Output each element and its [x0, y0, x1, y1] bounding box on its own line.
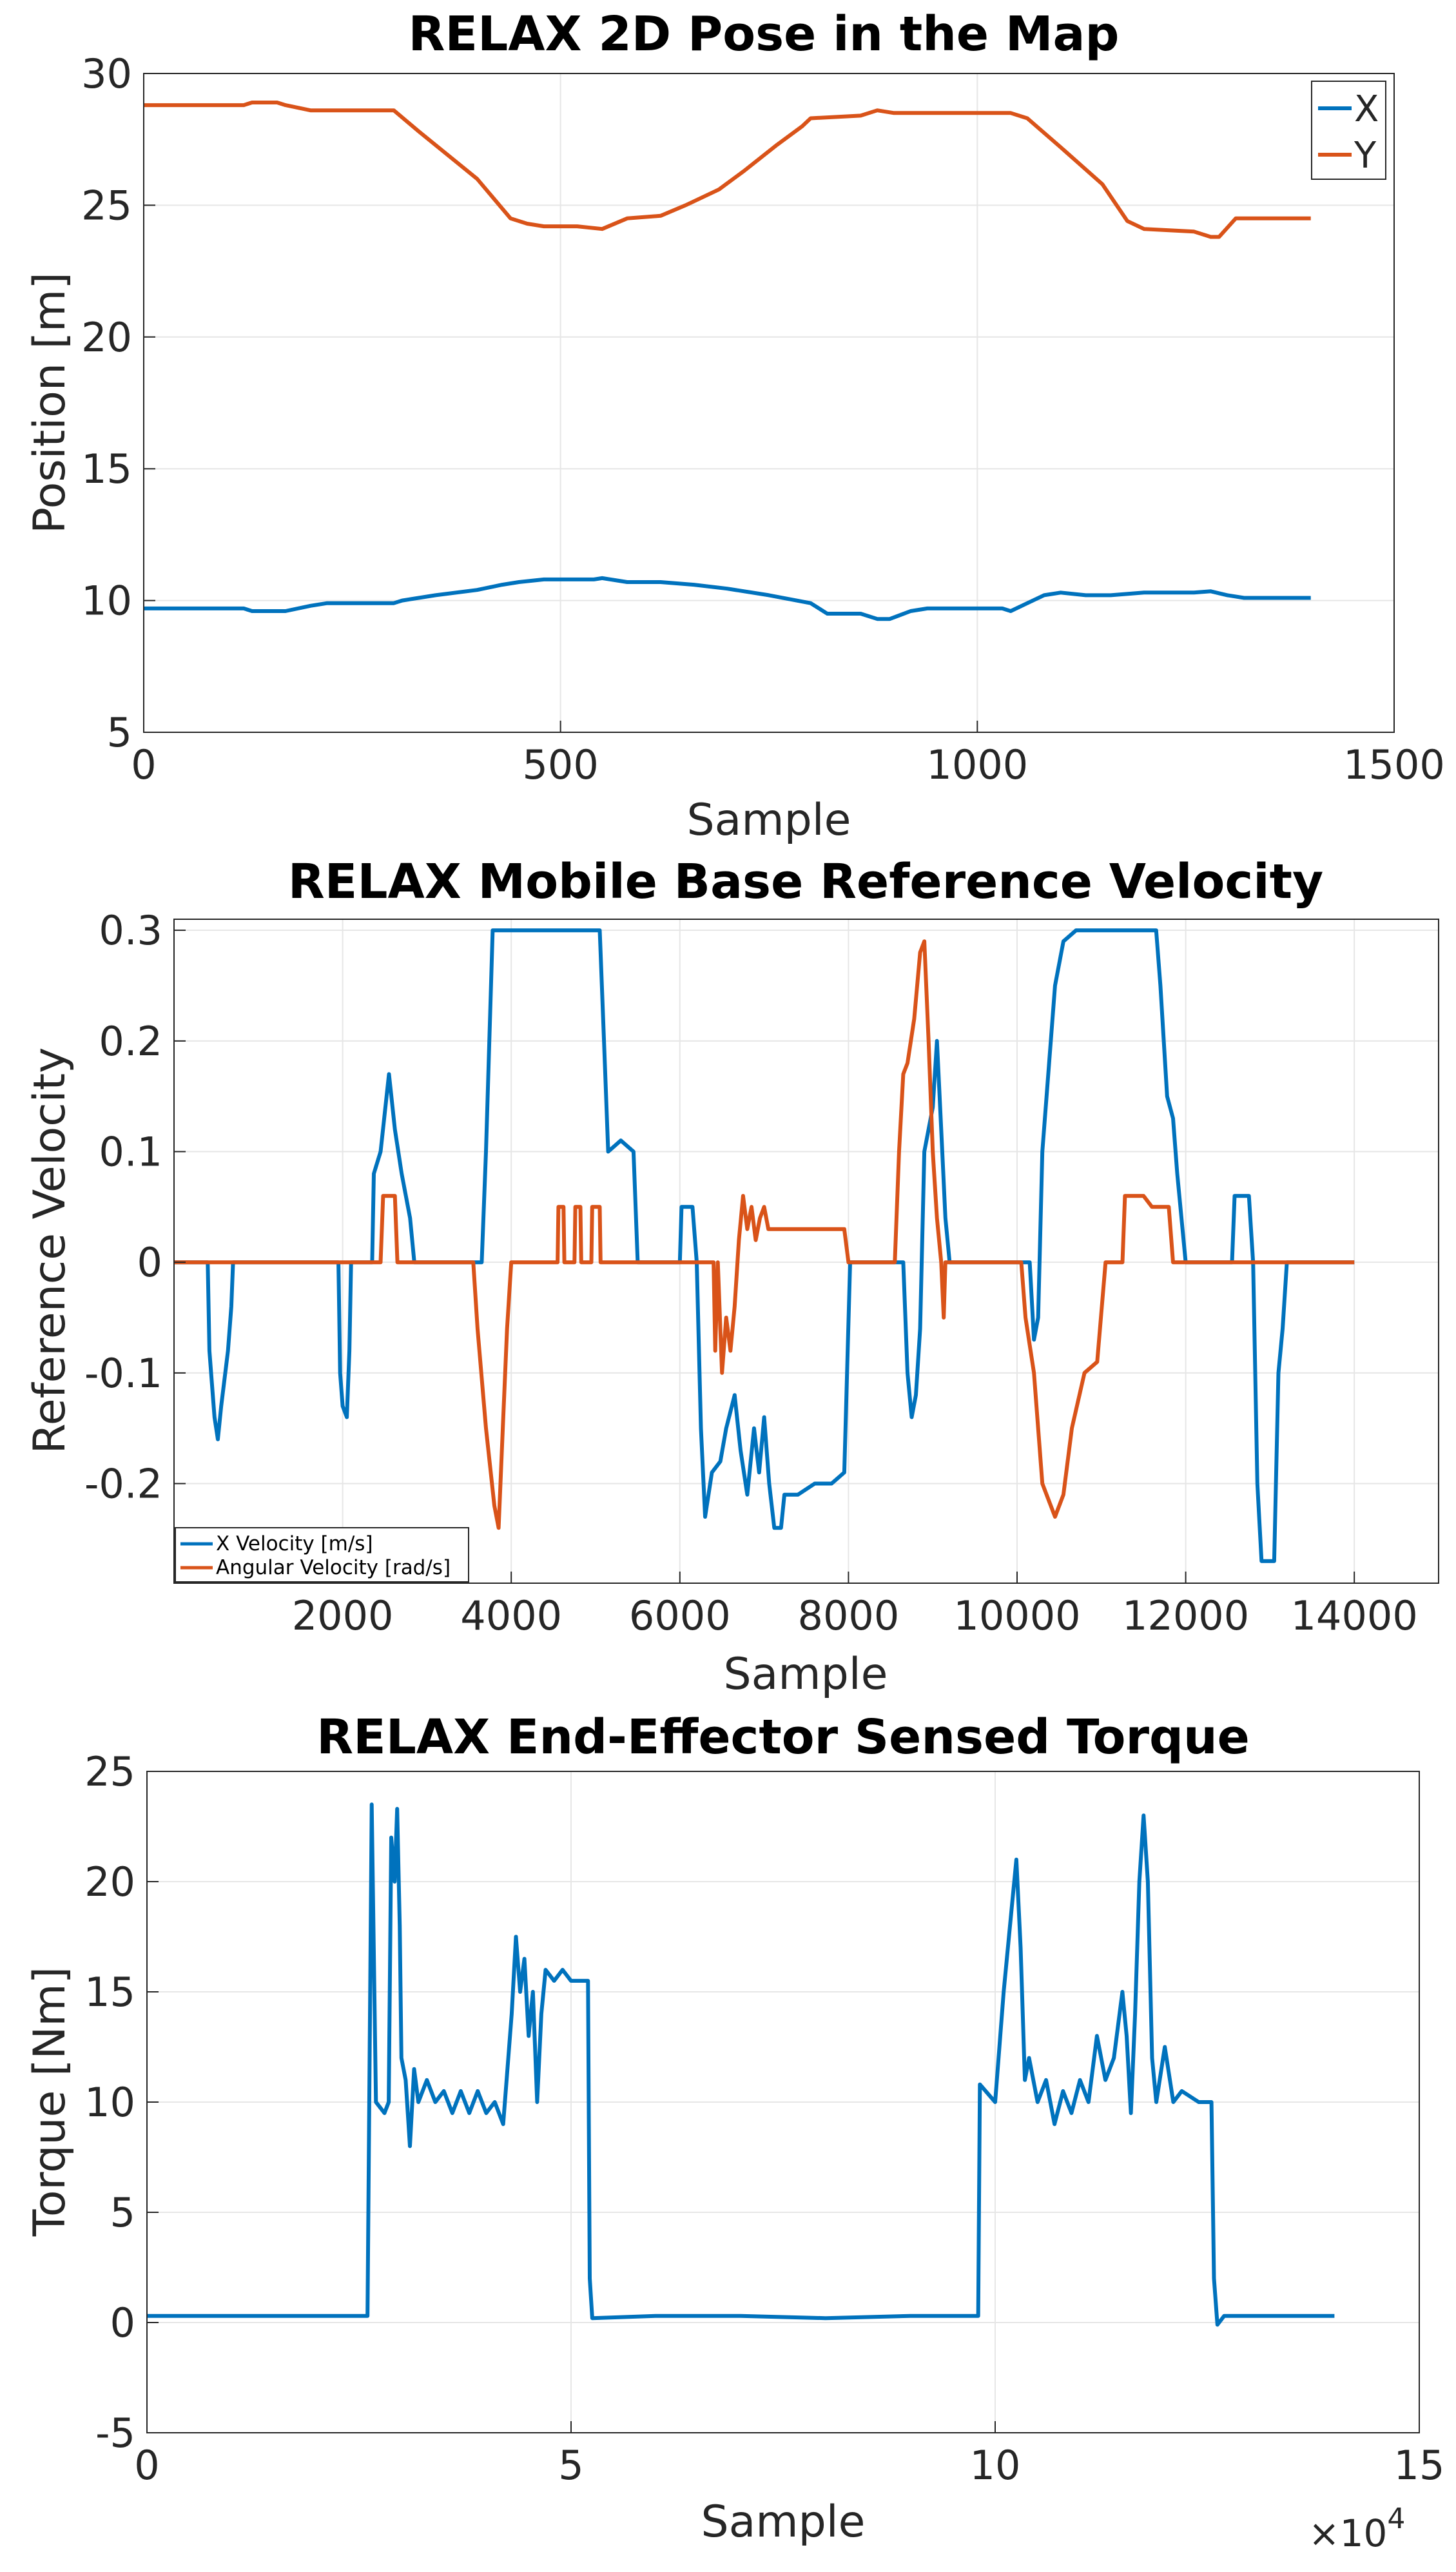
velocity-plot-area: [173, 919, 1439, 1584]
pose-legend: X Y: [1311, 81, 1386, 180]
torque-chart-title: RELAX End-Effector Sensed Torque: [316, 1710, 1250, 1765]
torque-xlabel: Sample: [701, 2497, 866, 2548]
torque-ytick-label: 15: [84, 1969, 135, 2016]
pose-ytick-label: 20: [81, 314, 132, 361]
velocity-series-0-line: [174, 928, 1355, 1563]
pose-chart: RELAX 2D Pose in the Map 0 500 1000 1500 5 10…: [24, 6, 1445, 846]
velocity-ytick-label: 0.3: [99, 907, 162, 954]
legend-label-x: X: [1354, 88, 1379, 130]
velocity-ytick-label: -0.1: [84, 1350, 162, 1397]
pose-ytick-label: 30: [81, 50, 132, 97]
pose-ytick-label: 15: [81, 445, 132, 492]
torque-ytick-label: 10: [84, 2079, 135, 2126]
pose-xtick-label: 0: [131, 741, 156, 788]
torque-ylabel: Torque [Nm]: [24, 1967, 75, 2237]
velocity-xtick-label: 4000: [460, 1592, 562, 1639]
torque-ytick-label: 25: [84, 1748, 135, 1795]
torque-xtick-label: 5: [558, 2442, 583, 2489]
torque-xtick-label: 15: [1394, 2442, 1445, 2489]
pose-xtick-label: 1000: [926, 741, 1028, 788]
velocity-chart: RELAX Mobile Base Reference Velocity 200…: [24, 854, 1439, 1700]
velocity-xtick-label: 12000: [1122, 1592, 1249, 1639]
x-axis-multiplier-exponent: 4: [1387, 2502, 1405, 2535]
pose-series-0-line: [144, 576, 1311, 621]
velocity-ytick-label: 0: [137, 1239, 162, 1286]
torque-ytick-label: -5: [95, 2410, 135, 2457]
torque-xtick-label: 10: [970, 2442, 1021, 2489]
x-axis-multiplier-base: ×10: [1308, 2511, 1387, 2555]
velocity-ytick-label: 0.1: [99, 1129, 162, 1176]
velocity-ylabel: Reference Velocity: [24, 1047, 75, 1454]
velocity-series-1-line: [174, 939, 1355, 1530]
velocity-xtick-label: 10000: [953, 1592, 1080, 1639]
torque-series-0-line: [147, 1802, 1335, 2327]
velocity-xtick-label: 6000: [629, 1592, 731, 1639]
x-axis-multiplier: ×104: [1308, 2502, 1405, 2555]
pose-xlabel: Sample: [687, 795, 851, 846]
velocity-xtick-label: 14000: [1291, 1592, 1418, 1639]
torque-chart: RELAX End-Effector Sensed Torque 0 5 10 15 -…: [24, 1710, 1444, 2555]
legend-label-y: Y: [1354, 135, 1377, 177]
pose-ylabel: Position [m]: [24, 272, 75, 534]
pose-series-1-line: [144, 101, 1311, 239]
torque-ytick-label: 5: [110, 2189, 135, 2236]
velocity-chart-title: RELAX Mobile Base Reference Velocity: [288, 854, 1323, 910]
pose-xtick-label: 500: [522, 741, 598, 788]
pose-xtick-label: 1500: [1343, 741, 1445, 788]
torque-ytick-label: 20: [84, 1858, 135, 1905]
velocity-xtick-label: 8000: [798, 1592, 900, 1639]
legend-label-xvel: X Velocity [m/s]: [216, 1532, 373, 1555]
pose-ytick-label: 25: [81, 182, 132, 229]
torque-ytick-label: 0: [110, 2299, 135, 2346]
pose-chart-title: RELAX 2D Pose in the Map: [409, 6, 1120, 62]
legend-label-angvel: Angular Velocity [rad/s]: [216, 1556, 451, 1579]
pose-plot-area: [143, 73, 1395, 733]
velocity-xlabel: Sample: [724, 1649, 888, 1700]
pose-ytick-label: 10: [81, 578, 132, 625]
velocity-ytick-label: 0.2: [99, 1018, 162, 1065]
velocity-xtick-label: 2000: [292, 1592, 394, 1639]
velocity-ytick-label: -0.2: [84, 1461, 162, 1508]
velocity-legend: X Velocity [m/s] Angular Velocity [rad/s…: [175, 1527, 469, 1583]
pose-ytick-label: 5: [107, 709, 132, 756]
torque-xtick-label: 0: [134, 2442, 159, 2489]
